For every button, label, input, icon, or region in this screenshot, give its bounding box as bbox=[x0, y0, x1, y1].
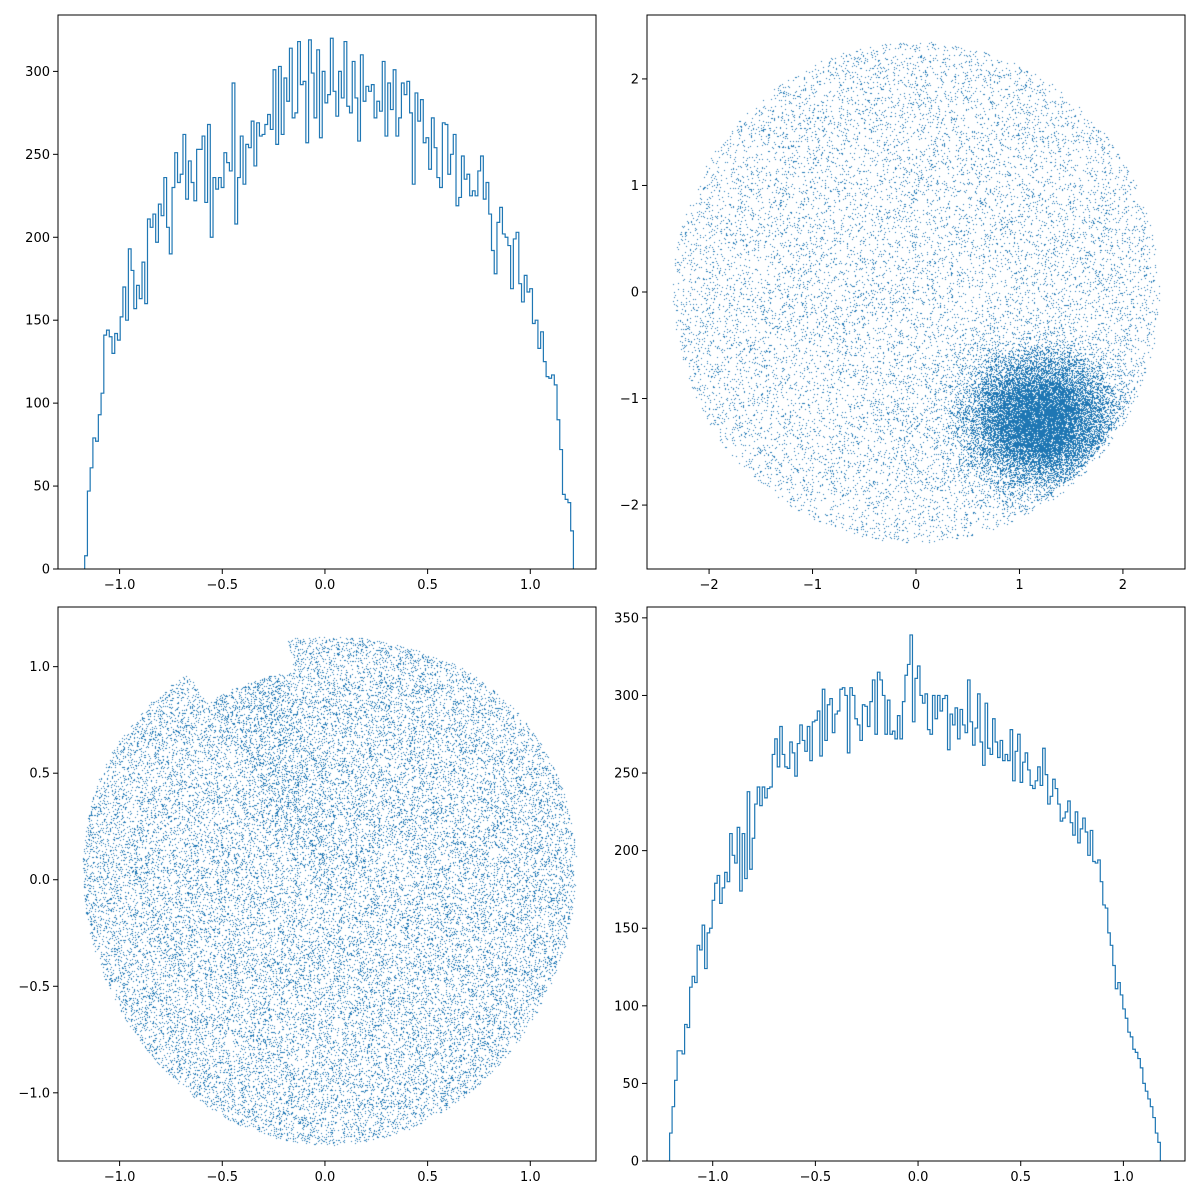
top-left-xtick-label: 1.0 bbox=[520, 578, 541, 593]
bottom-right-xtick-label: 0.0 bbox=[908, 1170, 929, 1185]
top-right-ytick-label: 1 bbox=[631, 179, 639, 194]
bottom-left-plot-area bbox=[58, 607, 596, 1161]
bottom-left-xtick-label: 0.0 bbox=[315, 1170, 336, 1185]
bottom-left-axes-frame bbox=[57, 606, 597, 1162]
bottom-right-ytick-label: 300 bbox=[614, 689, 639, 704]
top-left-xtick-label: −1.0 bbox=[104, 578, 136, 593]
top-left-xtick-label: 0.5 bbox=[417, 578, 438, 593]
top-left-histogram: −1.0 −0.5 0.0 0.5 1.0 0 50 100 150 200 250 300 bbox=[25, 14, 597, 593]
top-left-ytick-label: 100 bbox=[25, 397, 50, 412]
top-right-plot-area bbox=[647, 15, 1185, 569]
bottom-left-xtick-label: 1.0 bbox=[520, 1170, 541, 1185]
bottom-right-ytick-label: 100 bbox=[614, 999, 639, 1014]
top-right-xtick-label: 0 bbox=[912, 578, 920, 593]
bottom-left-xtick-label: −0.5 bbox=[206, 1170, 238, 1185]
bottom-right-ytick-label: 150 bbox=[614, 922, 639, 937]
bottom-right-histogram: −1.0 −0.5 0.0 0.5 1.0 0 50 100 150 200 250 300 350 bbox=[614, 606, 1186, 1185]
top-left-ytick-label: 250 bbox=[25, 148, 50, 163]
top-right-xtick-label: 1 bbox=[1015, 578, 1023, 593]
bottom-right-ytick-label: 50 bbox=[622, 1077, 639, 1092]
bottom-left-ytick-label: 0.5 bbox=[29, 767, 50, 782]
bottom-right-ytick-label: 200 bbox=[614, 844, 639, 859]
bottom-left-ytick-label: 0.0 bbox=[29, 873, 50, 888]
top-right-xtick-label: −2 bbox=[699, 578, 718, 593]
top-left-axes-frame bbox=[57, 14, 597, 570]
top-left-ytick-label: 0 bbox=[42, 563, 50, 578]
top-left-ytick-label: 150 bbox=[25, 314, 50, 329]
bottom-left-scatter-points bbox=[58, 607, 596, 1161]
top-left-plot-area bbox=[84, 37, 575, 569]
top-left-histogram-step bbox=[84, 37, 575, 569]
bottom-left-ytick-label: 1.0 bbox=[29, 660, 50, 675]
top-left-xtick-label: −0.5 bbox=[206, 578, 238, 593]
top-right-xtick-label: 2 bbox=[1119, 578, 1127, 593]
top-right-scatter-points bbox=[647, 15, 1185, 569]
bottom-left-ytick-label: −0.5 bbox=[18, 980, 50, 995]
top-right-ytick-label: −1 bbox=[620, 392, 639, 407]
bottom-left-ytick-label: −1.0 bbox=[18, 1086, 50, 1101]
bottom-right-xtick-label: −0.5 bbox=[800, 1170, 832, 1185]
bottom-right-xtick-label: −1.0 bbox=[697, 1170, 729, 1185]
bottom-right-axes-frame bbox=[646, 606, 1186, 1162]
top-left-ytick-label: 300 bbox=[25, 65, 50, 80]
bottom-left-xtick-label: 0.5 bbox=[417, 1170, 438, 1185]
top-right-xtick-label: −1 bbox=[803, 578, 822, 593]
bottom-right-xtick-label: 1.0 bbox=[1113, 1170, 1134, 1185]
top-right-ytick-label: −2 bbox=[620, 499, 639, 514]
bottom-right-ytick-label: 250 bbox=[614, 767, 639, 782]
top-left-ytick-label: 50 bbox=[33, 480, 50, 495]
top-left-ytick-label: 200 bbox=[25, 231, 50, 246]
bottom-right-histogram-step bbox=[668, 634, 1161, 1161]
bottom-left-scatter: −1.0 −0.5 0.0 0.5 1.0 −1.0 −0.5 0.0 0.5 1.0 bbox=[18, 606, 597, 1185]
top-right-ytick-label: 0 bbox=[631, 286, 639, 301]
top-right-ytick-label: 2 bbox=[631, 72, 639, 87]
bottom-right-xtick-label: 0.5 bbox=[1010, 1170, 1031, 1185]
bottom-right-plot-area bbox=[668, 634, 1161, 1161]
top-left-xtick-label: 0.0 bbox=[315, 578, 336, 593]
top-right-scatter: −2 −1 0 1 2 −2 −1 0 1 2 bbox=[620, 14, 1186, 593]
bottom-left-xtick-label: −1.0 bbox=[104, 1170, 136, 1185]
bottom-right-ytick-label: 350 bbox=[614, 611, 639, 626]
bottom-right-ytick-label: 0 bbox=[631, 1155, 639, 1170]
